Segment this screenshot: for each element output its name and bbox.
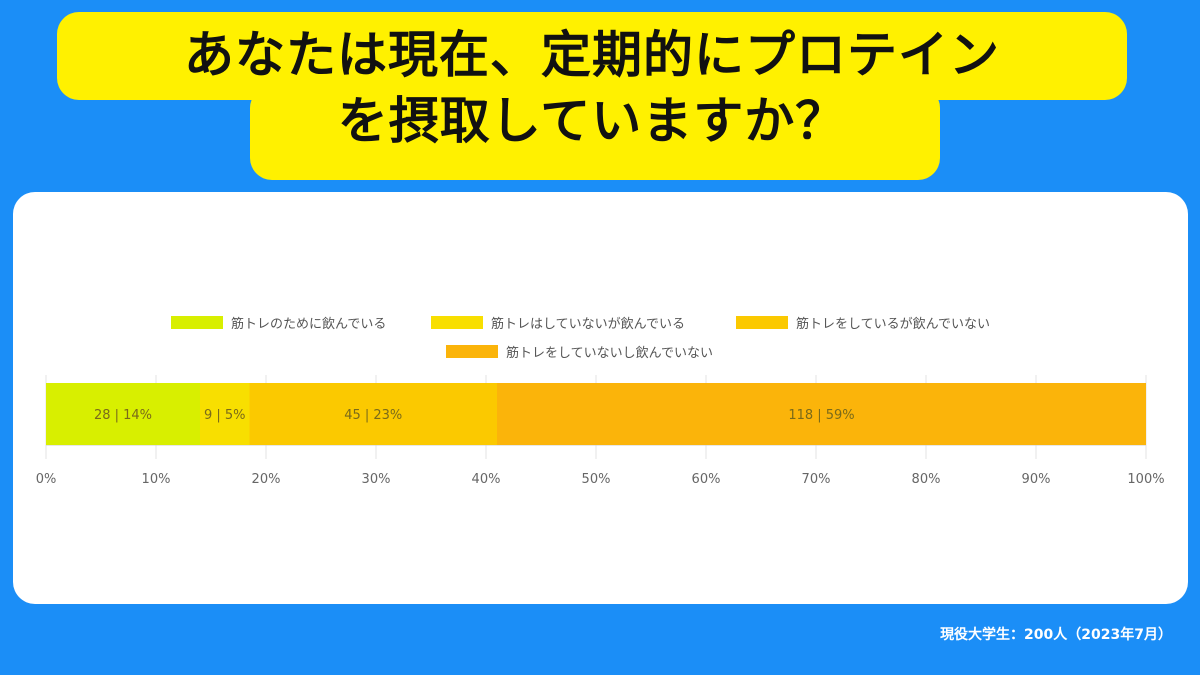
- legend-swatch: [171, 316, 223, 329]
- title-banner-lower: [250, 86, 940, 180]
- bar-segment: [46, 383, 200, 445]
- chart-legend: 筋トレのために飲んでいる 筋トレはしていないが飲んでいる 筋トレをしているが飲ん…: [13, 192, 1188, 604]
- x-tick-label: 20%: [252, 472, 281, 487]
- legend-label: 筋トレはしていないが飲んでいる: [491, 317, 685, 332]
- bar-segment: [200, 383, 250, 445]
- bar-segment: [249, 383, 497, 445]
- x-tick-label: 40%: [472, 472, 501, 487]
- legend-item: 筋トレをしているが飲んでいない: [736, 313, 990, 332]
- legend-swatch: [431, 316, 483, 329]
- legend-item: 筋トレをしていないし飲んでいない: [446, 342, 713, 361]
- x-tick-label: 70%: [802, 472, 831, 487]
- legend-swatch: [736, 316, 788, 329]
- survey-note: 現役大学生：200人（2023年7月）: [940, 627, 1172, 643]
- legend-label: 筋トレのために飲んでいる: [231, 317, 387, 332]
- data-label: 9 | 5%: [204, 408, 246, 423]
- x-tick-label: 50%: [582, 472, 611, 487]
- title-banner: [57, 12, 1127, 100]
- legend-label: 筋トレをしていないし飲んでいない: [506, 346, 713, 361]
- x-tick-label: 0%: [36, 472, 57, 487]
- x-tick-label: 80%: [912, 472, 941, 487]
- bars: 28 | 14% 9 | 5% 45 | 23% 118 | 59%: [46, 383, 1146, 445]
- legend-label: 筋トレをしているが飲んでいない: [796, 317, 990, 332]
- legend-item: 筋トレのために飲んでいる: [171, 313, 386, 332]
- chart-card: 筋トレのために飲んでいる 筋トレはしていないが飲んでいる 筋トレをしているが飲ん…: [13, 192, 1188, 604]
- data-label: 118 | 59%: [788, 408, 854, 423]
- bar-segment: [497, 383, 1146, 445]
- data-label: 45 | 23%: [344, 408, 402, 423]
- x-tick-label: 10%: [142, 472, 171, 487]
- legend-item: 筋トレはしていないが飲んでいる: [431, 313, 685, 332]
- x-tick-label: 30%: [362, 472, 391, 487]
- x-tick-label: 90%: [1022, 472, 1051, 487]
- x-tick-label: 100%: [1127, 472, 1164, 487]
- x-axis-ticks: 0% 10% 20% 30% 40% 50% 60% 70% 80% 90% 100%: [36, 472, 1165, 487]
- x-tick-label: 60%: [692, 472, 721, 487]
- legend-swatch: [446, 345, 498, 358]
- data-label: 28 | 14%: [94, 408, 152, 423]
- page-title: あなたは現在、定期的にプロテイン を摂取していますか？: [184, 26, 1000, 150]
- stacked-bar-chart: 28 | 14% 9 | 5% 45 | 23% 118 | 59% 0% 10% 20%…: [36, 375, 1165, 487]
